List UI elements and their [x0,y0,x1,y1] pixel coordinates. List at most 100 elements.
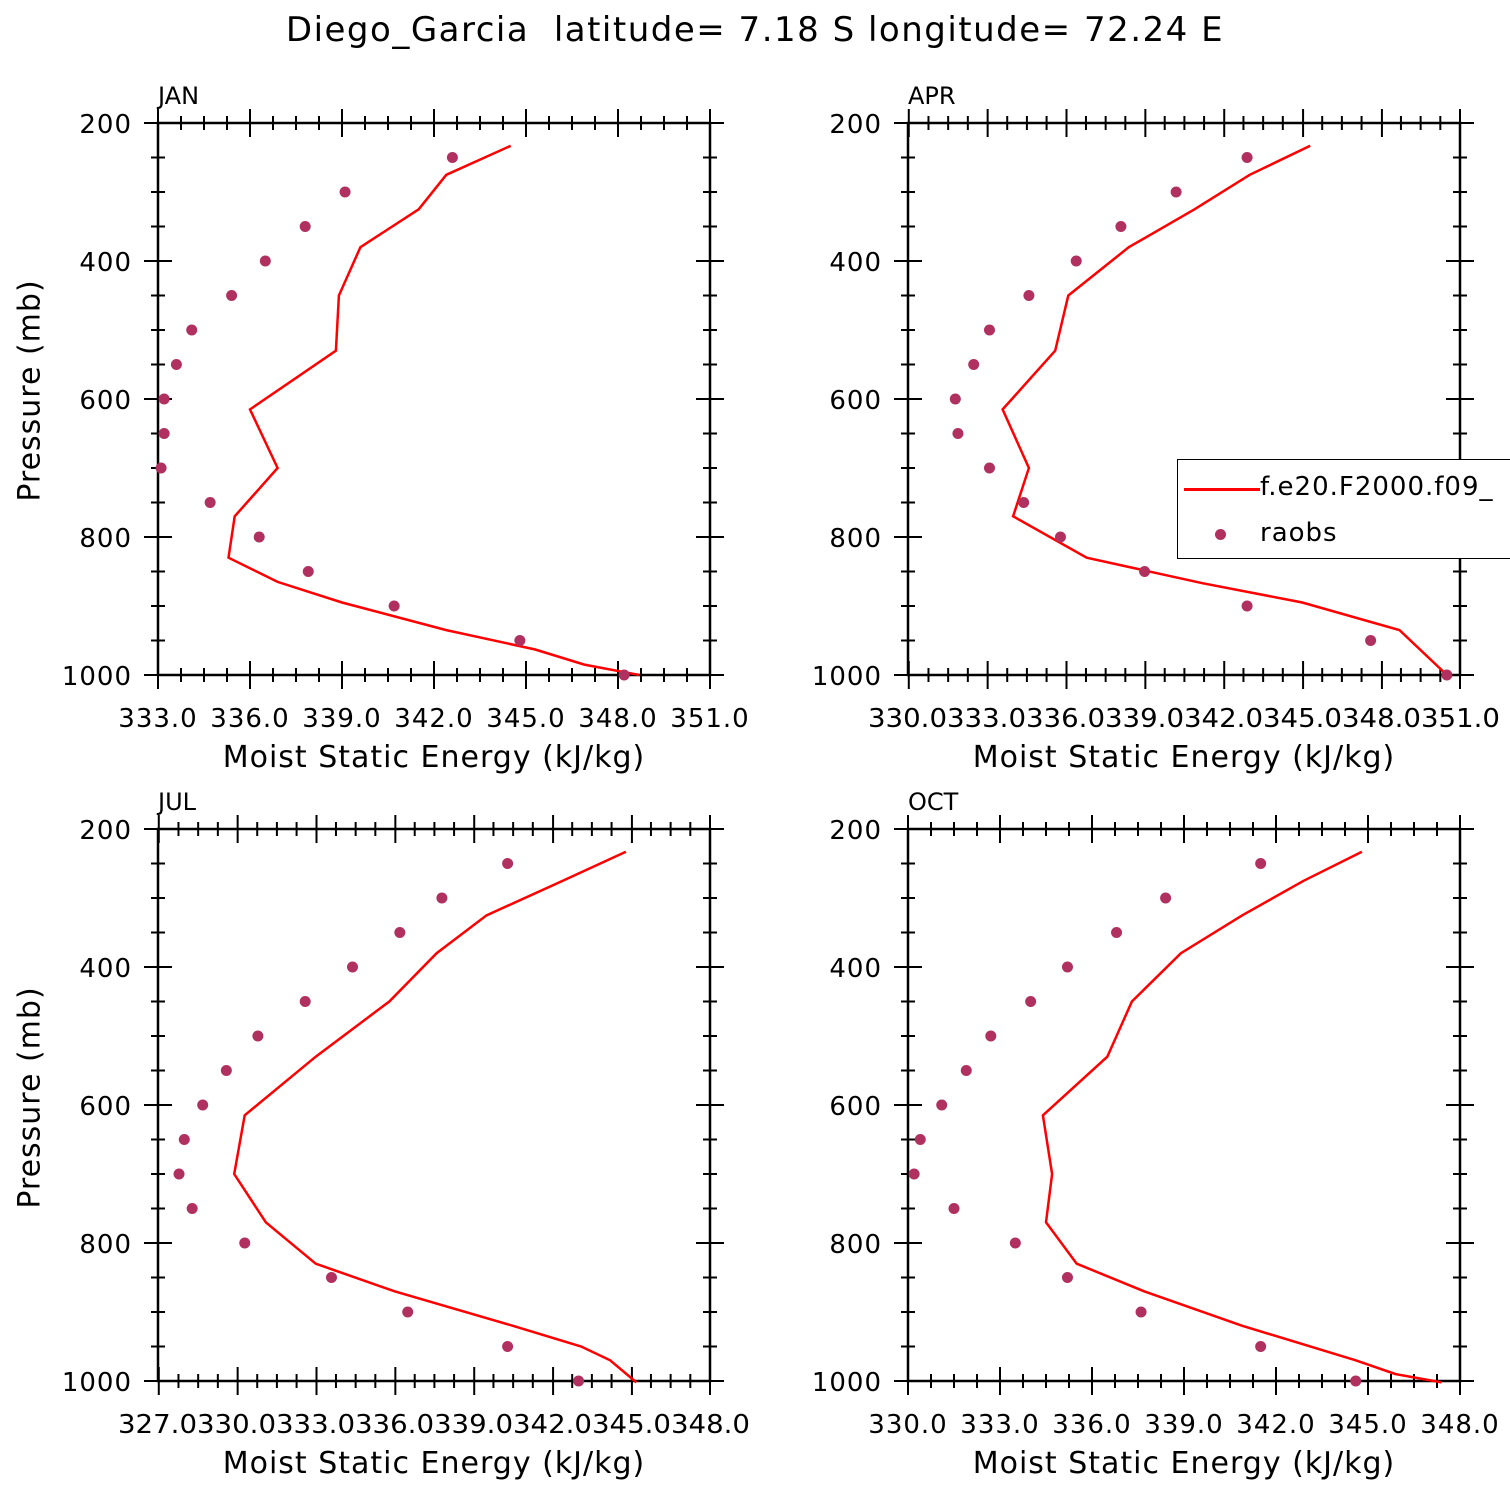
x-axis-label-jul: Moist Static Energy (kJ/kg) [222,1446,646,1481]
obs-point-jul [173,1168,185,1180]
plot-frame-oct [906,827,1462,1383]
obs-point-oct [914,1134,926,1145]
obs-point-jul [573,1375,585,1387]
obs-point-jan [170,359,182,370]
x-tick-label: 339.0 [1144,1410,1223,1440]
y-tick-label: 200 [79,110,132,140]
y-tick-label: 600 [829,1092,882,1122]
obs-point-jul [186,1203,198,1214]
y-tick-label: 400 [79,248,132,278]
obs-point-oct [1061,1272,1073,1283]
obs-point-jul [436,892,448,904]
obs-point-oct [908,1168,920,1180]
obs-point-jul [325,1272,337,1283]
model-line-jul [232,850,638,1384]
obs-point-oct [1061,961,1073,973]
obs-point-jan [253,531,265,543]
panel-title-oct: OCT [908,788,959,816]
y-tick-label: 600 [79,386,132,416]
y-tick-label: 1000 [812,662,882,692]
obs-point-apr [1365,635,1377,646]
obs-point-jul [347,961,359,973]
x-axis-label-jan: Moist Static Energy (kJ/kg) [222,740,646,775]
obs-point-jan [388,600,400,612]
obs-point-jul [178,1134,190,1145]
x-tick-label: 333.0 [960,1410,1039,1440]
model-line-jan [227,144,640,677]
y-tick-label: 200 [79,816,132,846]
obs-point-jul [402,1306,414,1318]
obs-point-oct [1350,1375,1362,1387]
obs-point-jul [502,1341,514,1352]
obs-point-jul [197,1099,209,1111]
obs-point-apr [1241,600,1253,612]
y-tick-label: 1000 [812,1368,882,1398]
obs-point-apr [1070,255,1082,267]
obs-point-apr [1023,290,1035,301]
x-tick-labels: 330.0333.0336.0339.0342.0345.0348.0351.0 [868,704,1500,734]
x-tick-label: 342.0 [1236,1410,1315,1440]
x-tick-label: 348.0 [578,704,657,734]
legend-label-model: f.e20.F2000.f09_ [1260,472,1494,502]
obs-point-apr [1441,669,1453,681]
obs-point-apr [1170,186,1182,198]
obs-point-jan [226,290,238,301]
obs-point-jul [252,1030,264,1042]
panel-title-jan: JAN [158,82,200,110]
y-tick-label: 800 [829,1230,882,1260]
model-line-apr [1001,144,1448,676]
y-tick-label: 200 [829,816,882,846]
obs-point-apr [949,393,961,405]
obs-point-oct [960,1065,972,1076]
obs-point-jul [220,1065,232,1076]
y-tick-label: 400 [79,954,132,984]
figure-title: Diego_Garcia latitude= 7.18 S longitude=… [285,10,1225,50]
x-tick-label: 339.0 [302,704,381,734]
panel-title-apr: APR [908,82,956,110]
obs-point-jan [299,221,311,232]
obs-point-apr [952,428,964,439]
obs-point-oct [985,1030,997,1042]
x-tick-label: 336.0 [210,704,289,734]
y-tick-label: 800 [79,1230,132,1260]
x-tick-label: 330.0 [868,1410,947,1440]
obs-point-oct [1025,996,1037,1007]
y-tick-label: 600 [829,386,882,416]
obs-point-oct [1255,1341,1267,1352]
x-tick-label: 351.0 [670,704,749,734]
obs-point-jan [339,186,351,198]
x-axis-label-apr: Moist Static Energy (kJ/kg) [972,740,1396,775]
obs-point-jan [186,324,198,336]
obs-point-jan [204,497,216,508]
obs-point-apr [968,359,980,370]
obs-point-oct [1111,927,1123,938]
y-tick-label: 400 [829,248,882,278]
y-tick-label: 800 [79,524,132,554]
obs-point-jan [514,635,526,646]
x-tick-label: 333.0 [118,704,197,734]
y-tick-label: 800 [829,524,882,554]
x-tick-label: 345.0 [486,704,565,734]
obs-point-jul [502,858,514,869]
obs-point-jan [155,462,167,474]
obs-point-oct [1135,1306,1147,1318]
obs-point-oct [1160,892,1172,904]
obs-point-jan [302,566,314,577]
x-tick-label: 342.0 [394,704,473,734]
obs-point-apr [1139,566,1151,577]
obs-point-jan [259,255,271,267]
legend-label-obs: raobs [1260,518,1338,548]
x-axis-label-oct: Moist Static Energy (kJ/kg) [972,1446,1396,1481]
legend-line-swatch [1184,488,1260,491]
legend: f.e20.F2000.f09_ raobs [1177,459,1510,559]
x-tick-label: 348.0 [1420,1410,1499,1440]
legend-dot-swatch [1215,529,1226,540]
obs-point-oct [948,1203,960,1214]
y-tick-label: 200 [829,110,882,140]
obs-point-oct [1255,858,1267,869]
y-tick-label: 1000 [62,1368,132,1398]
obs-point-apr [1018,497,1030,508]
x-tick-label: 336.0 [1052,1410,1131,1440]
